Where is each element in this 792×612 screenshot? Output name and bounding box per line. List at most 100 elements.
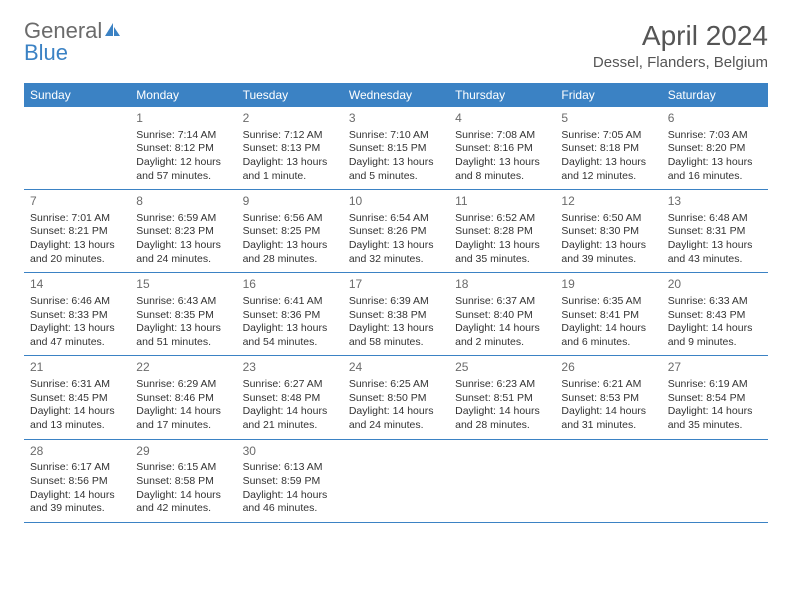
day-header: Friday	[555, 83, 661, 107]
day-info-line: and 39 minutes.	[30, 502, 124, 516]
day-info-line: Daylight: 14 hours	[561, 405, 655, 419]
header: GeneralBlue April 2024 Dessel, Flanders,…	[24, 20, 768, 71]
day-info-line: Sunrise: 6:43 AM	[136, 295, 230, 309]
day-number: 29	[136, 444, 230, 460]
day-info-line: and 32 minutes.	[349, 253, 443, 267]
day-info-line: Sunrise: 6:52 AM	[455, 212, 549, 226]
day-number: 19	[561, 277, 655, 293]
day-info-line: Sunrise: 6:19 AM	[668, 378, 762, 392]
day-cell	[555, 440, 661, 522]
day-number: 21	[30, 360, 124, 376]
logo-sail-icon	[104, 20, 122, 42]
day-number: 12	[561, 194, 655, 210]
day-info-line: and 28 minutes.	[455, 419, 549, 433]
day-info-line: Sunrise: 6:21 AM	[561, 378, 655, 392]
day-info-line: Daylight: 14 hours	[243, 489, 337, 503]
day-info-line: Sunset: 8:53 PM	[561, 392, 655, 406]
day-info-line: and 43 minutes.	[668, 253, 762, 267]
day-number: 20	[668, 277, 762, 293]
day-cell	[24, 107, 130, 189]
day-header-row: Sunday Monday Tuesday Wednesday Thursday…	[24, 83, 768, 107]
weeks-container: 1Sunrise: 7:14 AMSunset: 8:12 PMDaylight…	[24, 107, 768, 523]
day-cell: 14Sunrise: 6:46 AMSunset: 8:33 PMDayligh…	[24, 273, 130, 355]
day-cell	[343, 440, 449, 522]
day-info-line: and 46 minutes.	[243, 502, 337, 516]
day-info-line: Sunrise: 6:56 AM	[243, 212, 337, 226]
day-info-line: Daylight: 14 hours	[30, 489, 124, 503]
day-info-line: Sunset: 8:36 PM	[243, 309, 337, 323]
day-info-line: and 9 minutes.	[668, 336, 762, 350]
day-info-line: Daylight: 13 hours	[668, 156, 762, 170]
day-info-line: Sunrise: 6:35 AM	[561, 295, 655, 309]
day-header: Sunday	[24, 83, 130, 107]
day-info-line: Daylight: 13 hours	[455, 239, 549, 253]
day-info-line: Daylight: 14 hours	[455, 405, 549, 419]
day-info-line: Daylight: 13 hours	[668, 239, 762, 253]
day-info-line: Sunrise: 6:54 AM	[349, 212, 443, 226]
page-title: April 2024	[593, 20, 768, 52]
day-info-line: Sunrise: 6:41 AM	[243, 295, 337, 309]
day-info-line: Sunrise: 7:10 AM	[349, 129, 443, 143]
day-info-line: Daylight: 14 hours	[136, 405, 230, 419]
day-info-line: Sunset: 8:33 PM	[30, 309, 124, 323]
day-info-line: Daylight: 13 hours	[243, 156, 337, 170]
day-info-line: Sunset: 8:15 PM	[349, 142, 443, 156]
day-info-line: Daylight: 14 hours	[455, 322, 549, 336]
day-cell: 12Sunrise: 6:50 AMSunset: 8:30 PMDayligh…	[555, 190, 661, 272]
day-cell: 5Sunrise: 7:05 AMSunset: 8:18 PMDaylight…	[555, 107, 661, 189]
day-info-line: Daylight: 13 hours	[349, 239, 443, 253]
day-info-line: and 6 minutes.	[561, 336, 655, 350]
location-label: Dessel, Flanders, Belgium	[593, 54, 768, 71]
day-info-line: Sunrise: 6:39 AM	[349, 295, 443, 309]
day-info-line: Sunrise: 7:03 AM	[668, 129, 762, 143]
day-info-line: and 24 minutes.	[136, 253, 230, 267]
day-cell: 21Sunrise: 6:31 AMSunset: 8:45 PMDayligh…	[24, 356, 130, 438]
day-info-line: and 16 minutes.	[668, 170, 762, 184]
day-info-line: Daylight: 14 hours	[243, 405, 337, 419]
day-info-line: Sunset: 8:16 PM	[455, 142, 549, 156]
day-info-line: Sunrise: 6:59 AM	[136, 212, 230, 226]
day-number: 8	[136, 194, 230, 210]
day-number: 25	[455, 360, 549, 376]
day-info-line: Daylight: 14 hours	[668, 322, 762, 336]
day-number: 3	[349, 111, 443, 127]
day-info-line: Sunset: 8:21 PM	[30, 225, 124, 239]
day-info-line: Daylight: 13 hours	[349, 322, 443, 336]
day-cell: 26Sunrise: 6:21 AMSunset: 8:53 PMDayligh…	[555, 356, 661, 438]
day-info-line: Daylight: 13 hours	[243, 322, 337, 336]
day-info-line: Sunset: 8:23 PM	[136, 225, 230, 239]
day-cell: 11Sunrise: 6:52 AMSunset: 8:28 PMDayligh…	[449, 190, 555, 272]
day-cell	[449, 440, 555, 522]
day-info-line: and 58 minutes.	[349, 336, 443, 350]
day-info-line: and 21 minutes.	[243, 419, 337, 433]
day-number: 13	[668, 194, 762, 210]
day-info-line: Sunset: 8:56 PM	[30, 475, 124, 489]
day-info-line: Sunset: 8:40 PM	[455, 309, 549, 323]
day-cell: 8Sunrise: 6:59 AMSunset: 8:23 PMDaylight…	[130, 190, 236, 272]
day-info-line: Sunrise: 6:23 AM	[455, 378, 549, 392]
day-info-line: and 31 minutes.	[561, 419, 655, 433]
day-info-line: and 1 minute.	[243, 170, 337, 184]
day-cell: 22Sunrise: 6:29 AMSunset: 8:46 PMDayligh…	[130, 356, 236, 438]
week-row: 1Sunrise: 7:14 AMSunset: 8:12 PMDaylight…	[24, 107, 768, 190]
day-info-line: Sunset: 8:58 PM	[136, 475, 230, 489]
day-number: 6	[668, 111, 762, 127]
day-cell: 24Sunrise: 6:25 AMSunset: 8:50 PMDayligh…	[343, 356, 449, 438]
day-number: 22	[136, 360, 230, 376]
day-header: Thursday	[449, 83, 555, 107]
day-info-line: Sunset: 8:30 PM	[561, 225, 655, 239]
week-row: 21Sunrise: 6:31 AMSunset: 8:45 PMDayligh…	[24, 356, 768, 439]
day-info-line: Sunrise: 6:27 AM	[243, 378, 337, 392]
day-info-line: Sunrise: 7:08 AM	[455, 129, 549, 143]
day-info-line: Sunrise: 7:14 AM	[136, 129, 230, 143]
day-number: 4	[455, 111, 549, 127]
day-number: 18	[455, 277, 549, 293]
logo-text-2: Blue	[24, 40, 68, 65]
day-info-line: and 13 minutes.	[30, 419, 124, 433]
day-cell: 17Sunrise: 6:39 AMSunset: 8:38 PMDayligh…	[343, 273, 449, 355]
day-info-line: and 20 minutes.	[30, 253, 124, 267]
day-number: 2	[243, 111, 337, 127]
day-cell: 30Sunrise: 6:13 AMSunset: 8:59 PMDayligh…	[237, 440, 343, 522]
day-cell: 10Sunrise: 6:54 AMSunset: 8:26 PMDayligh…	[343, 190, 449, 272]
day-cell: 13Sunrise: 6:48 AMSunset: 8:31 PMDayligh…	[662, 190, 768, 272]
